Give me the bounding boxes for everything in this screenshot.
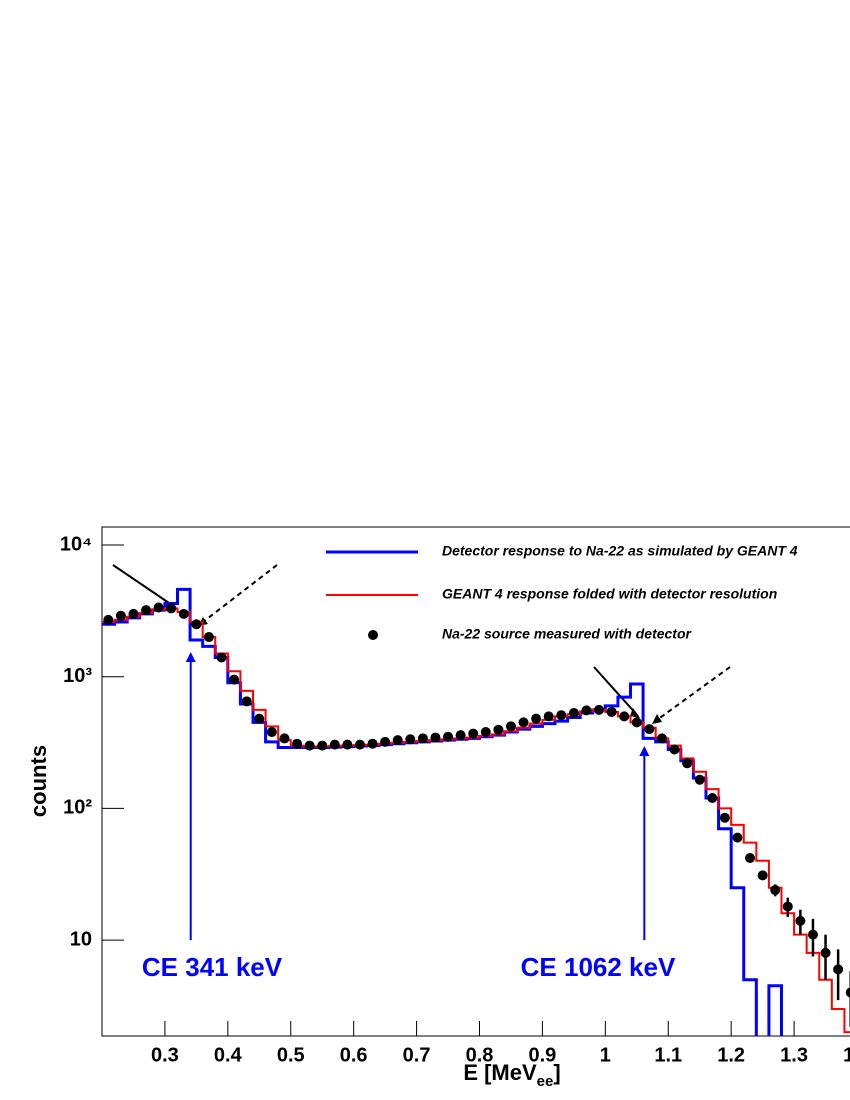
x-tick-label: 0.6	[340, 1044, 368, 1066]
data-point	[644, 724, 655, 735]
data-point	[115, 610, 126, 621]
data-point	[329, 739, 340, 750]
data-point	[292, 738, 303, 749]
legend-label: GEANT 4 response folded with detector re…	[442, 586, 777, 602]
data-point	[141, 605, 152, 616]
data-point	[493, 724, 504, 735]
data-point	[430, 732, 441, 743]
plot-area	[102, 587, 850, 1036]
annotation-label: CE 341 keV	[142, 952, 283, 982]
legend-swatch	[368, 630, 378, 640]
data-point	[518, 717, 529, 728]
arrow	[112, 564, 173, 606]
data-point	[807, 929, 818, 940]
data-point	[568, 708, 579, 719]
data-point	[820, 947, 831, 958]
x-tick-label: 1.4	[843, 1044, 850, 1066]
annotation-arrow-head	[185, 652, 196, 662]
data-point	[266, 727, 277, 738]
x-tick-label: 0.3	[151, 1044, 179, 1066]
data-point	[631, 717, 642, 728]
data-point	[229, 674, 240, 685]
data-point	[581, 705, 592, 716]
x-tick-label: 1.1	[654, 1044, 682, 1066]
arrow	[656, 666, 731, 721]
data-point	[694, 774, 705, 785]
data-point	[317, 740, 328, 751]
data-point	[128, 608, 139, 619]
data-point	[279, 733, 290, 744]
data-point	[241, 696, 252, 707]
data-point	[405, 734, 416, 745]
data-point	[505, 721, 516, 732]
data-point	[795, 915, 806, 926]
data-point	[770, 885, 781, 896]
data-point	[304, 740, 315, 751]
y-tick-label: 10³	[63, 665, 92, 687]
data-point	[594, 704, 605, 715]
data-point	[367, 738, 378, 749]
data-point	[606, 706, 617, 717]
arrow	[593, 666, 639, 717]
data-point	[342, 739, 353, 750]
data-point	[531, 713, 542, 724]
x-tick-label: 0.8	[466, 1044, 494, 1066]
data-point	[656, 733, 667, 744]
x-tick-label: 0.9	[529, 1044, 557, 1066]
legend-label: Detector response to Na-22 as simulated …	[442, 543, 798, 559]
data-point	[669, 744, 680, 755]
x-tick-label: 0.7	[403, 1044, 431, 1066]
data-point	[556, 710, 567, 721]
data-point	[455, 730, 466, 741]
x-tick-label: 1	[600, 1044, 611, 1066]
data-point	[392, 735, 403, 746]
x-axis-title-part: ]	[553, 1060, 560, 1085]
x-axis-title-sub: ee	[537, 1073, 554, 1090]
x-tick-label: 1.2	[717, 1044, 745, 1066]
pointer-arrows	[112, 564, 731, 724]
data-point	[203, 632, 214, 643]
data-point	[732, 832, 743, 843]
data-point	[757, 870, 768, 881]
data-point	[254, 713, 265, 724]
data-point	[745, 853, 756, 864]
data-point	[468, 728, 479, 739]
data-point	[380, 736, 391, 747]
data-point	[845, 987, 850, 998]
data-point	[543, 711, 554, 722]
data-point	[153, 602, 164, 613]
data-point	[178, 608, 189, 619]
annotation-arrow-head	[639, 746, 650, 756]
x-tick-label: 1.3	[780, 1044, 808, 1066]
data-point	[103, 614, 114, 625]
data-point	[719, 812, 730, 823]
data-point	[166, 603, 177, 614]
data-point	[682, 758, 693, 769]
x-tick-label: 0.5	[277, 1044, 305, 1066]
histogram-line	[102, 607, 850, 1034]
y-axis-title: counts	[26, 745, 51, 817]
data-point	[833, 964, 844, 975]
data-point	[443, 731, 454, 742]
arrow	[202, 564, 278, 623]
legend-label: Na-22 source measured with detector	[442, 626, 693, 642]
data-point	[782, 901, 793, 912]
data-point	[417, 733, 428, 744]
y-tick-label: 10²	[63, 797, 92, 819]
data-point	[191, 619, 202, 630]
x-axis-title: E [MeVee]	[463, 1060, 560, 1090]
y-tick-label: 10	[70, 928, 92, 950]
annotation-label: CE 1062 keV	[521, 952, 676, 982]
data-point	[354, 739, 365, 750]
x-axis-title-part: E [MeV	[463, 1060, 537, 1085]
data-point	[619, 711, 630, 722]
y-tick-label: 10⁴	[60, 533, 92, 555]
data-point	[480, 727, 491, 738]
data-point	[707, 792, 718, 803]
data-point	[216, 652, 227, 663]
x-tick-label: 0.4	[214, 1044, 243, 1066]
